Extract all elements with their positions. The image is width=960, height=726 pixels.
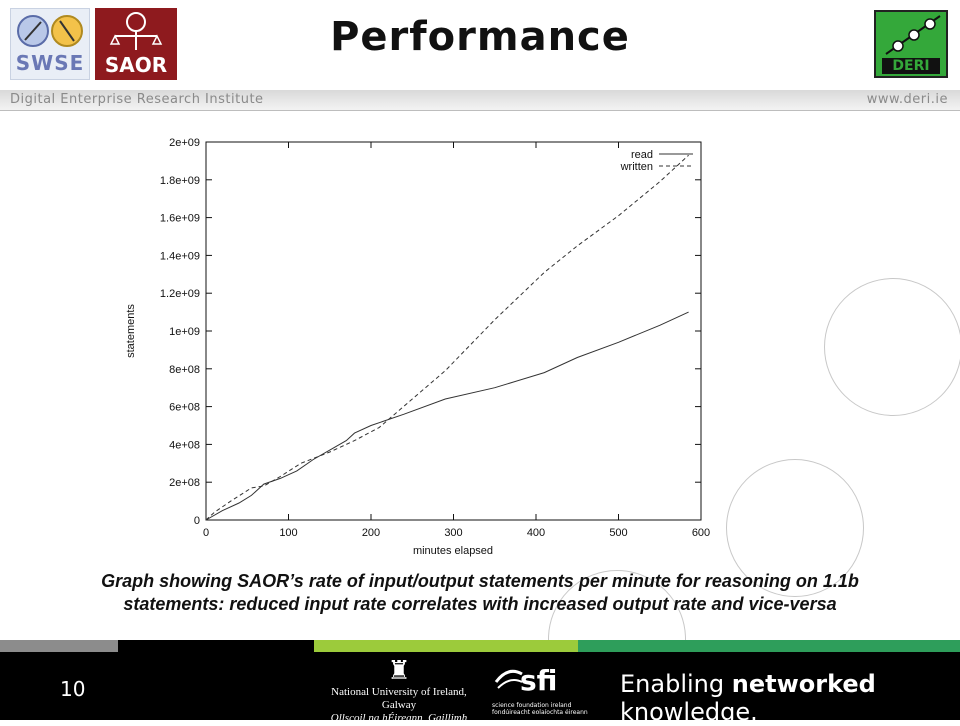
nuig-logo: ♜ National University of Ireland, Galway… [314, 656, 484, 724]
y-tick-label: 6e+08 [169, 402, 200, 414]
tagline-bold: networked [731, 670, 876, 698]
saor-logo: SAOR [95, 8, 177, 80]
y-tick-label: 8e+08 [169, 364, 200, 376]
tagline-start: Enabling [620, 670, 732, 698]
scales-icon [109, 12, 163, 50]
y-tick-label: 1.8e+09 [160, 175, 200, 187]
stripe-gray [0, 640, 118, 652]
x-tick-label: 300 [444, 527, 462, 539]
sfi-caption-irish: fondúireacht eolaíochta éireann [492, 709, 588, 716]
compass-icon [17, 15, 83, 47]
deri-logo: DERI [874, 10, 948, 78]
caption-line-1: Graph showing SAOR’s rate of input/outpu… [101, 571, 859, 591]
x-tick-label: 200 [362, 527, 380, 539]
institute-bar: Digital Enterprise Research Institute ww… [0, 90, 960, 111]
stripe-lime [314, 640, 578, 652]
x-tick-label: 600 [692, 527, 710, 539]
y-tick-label: 2e+09 [169, 137, 200, 149]
website-link[interactable]: www.deri.ie [866, 92, 948, 107]
tagline: Enabling networked knowledge. [620, 670, 960, 726]
line-chart: 0 100 200 300 400 500 600 0 2e+08 4e+08 6e+08 8e+08… [125, 137, 710, 557]
legend-label-read: read [631, 149, 653, 161]
sfi-swirl-icon [494, 669, 523, 689]
chart-caption: Graph showing SAOR’s rate of input/outpu… [20, 570, 940, 616]
slide-footer: 10 ♜ National University of Ireland, Gal… [0, 652, 960, 726]
sfi-logo: sfi science foundation ireland fondúirea… [492, 658, 588, 718]
deri-dots-icon [885, 15, 941, 55]
x-tick-label: 500 [609, 527, 627, 539]
y-tick-label: 1e+09 [169, 326, 200, 338]
nuig-name: National University of Ireland, Galway [331, 686, 467, 711]
y-tick-label: 1.6e+09 [160, 213, 200, 225]
harp-crest-icon: ♜ [387, 656, 411, 686]
slide-title: Performance [330, 14, 630, 60]
institute-name: Digital Enterprise Research Institute [10, 92, 264, 107]
x-axis-label: minutes elapsed [413, 545, 493, 557]
y-tick-label: 2e+08 [169, 477, 200, 489]
x-tick-label: 0 [203, 527, 209, 539]
series-line-written [205, 154, 689, 521]
stripe-black [118, 640, 314, 652]
tagline-end: knowledge. [620, 698, 758, 726]
swse-logo: SWSE [10, 8, 90, 80]
stripe-green [578, 640, 960, 652]
swse-logo-text: SWSE [15, 51, 85, 75]
y-axis-label: statements [125, 304, 137, 358]
saor-logo-text: SAOR [104, 53, 168, 77]
x-tick-label: 400 [527, 527, 545, 539]
plot-frame [205, 141, 702, 521]
y-tick-label: 4e+08 [169, 439, 200, 451]
nuig-irish-name: Ollscoil na hÉireann, Gaillimh [330, 712, 468, 724]
decorative-circle [824, 278, 960, 416]
y-tick-label: 1.4e+09 [160, 250, 200, 262]
series-line-read [205, 311, 689, 521]
sfi-caption: science foundation ireland fondúireacht … [492, 702, 588, 716]
sfi-mark: sfi [520, 664, 558, 697]
x-tick-label: 100 [279, 527, 297, 539]
decorative-circle [726, 459, 864, 597]
sfi-caption-english: science foundation ireland [492, 702, 572, 709]
legend-label-written: written [620, 161, 653, 173]
y-tick-label: 1.2e+09 [160, 288, 200, 300]
performance-chart: 0 100 200 300 400 500 600 0 2e+08 4e+08 6e+08 8e+08… [118, 130, 718, 560]
page-number: 10 [60, 677, 86, 701]
slide-header: SWSE SAOR Performance DERI [0, 0, 960, 90]
deri-logo-text: DERI [882, 58, 940, 74]
caption-line-2: statements: reduced input rate correlate… [123, 594, 837, 614]
y-tick-label: 0 [194, 515, 200, 527]
